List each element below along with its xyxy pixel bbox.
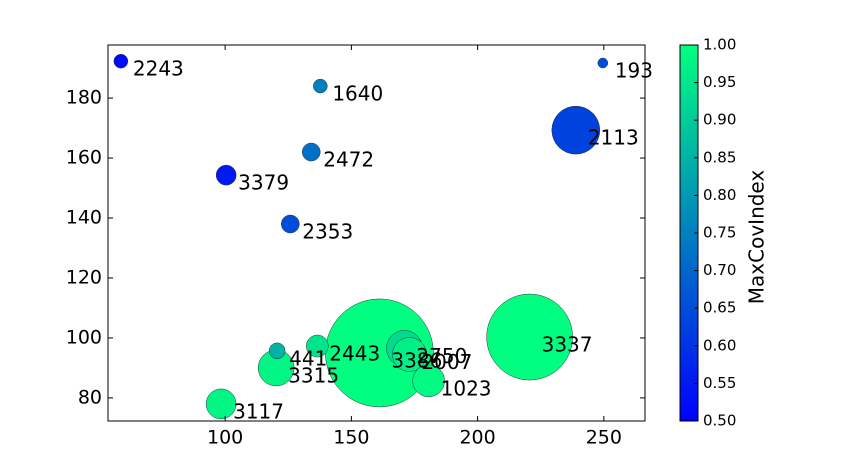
bubble (113, 53, 129, 69)
colorbar-tick-label: 0.70 (703, 261, 736, 279)
x-tick-label: 250 (586, 427, 622, 449)
y-tick-label: 140 (66, 207, 102, 229)
bubble (281, 214, 300, 234)
point-label: 2007 (421, 350, 472, 374)
point-label: 3379 (238, 171, 289, 195)
colorbar-label: MaxCovIndex (745, 170, 769, 305)
colorbar-tick-label: 0.50 (703, 412, 736, 430)
bubble (597, 57, 609, 69)
y-tick-label: 160 (66, 147, 102, 169)
bubble (215, 164, 237, 186)
colorbar-tick-label: 0.75 (703, 224, 736, 242)
point-label: 1640 (332, 82, 383, 106)
bubble (412, 364, 445, 398)
point-label: 441 (289, 346, 327, 370)
point-label: 2750 (416, 344, 467, 368)
point-label: 2443 (329, 342, 380, 366)
colorbar-tick-label: 0.80 (703, 186, 736, 204)
plot-frame (107, 44, 646, 422)
point-label: 1023 (441, 376, 492, 400)
point-label: 193 (615, 58, 653, 82)
point-label: 3337 (542, 333, 593, 357)
colorbar-tick-label: 0.60 (703, 336, 736, 354)
bubble (268, 342, 286, 360)
point-label: 3117 (233, 399, 284, 423)
point-label: 2113 (588, 126, 639, 150)
colorbar-tick-label: 0.85 (703, 148, 736, 166)
x-tick-label: 100 (207, 427, 243, 449)
colorbar-tick-label: 0.55 (703, 374, 736, 392)
bubble (205, 388, 237, 420)
point-label: 3315 (288, 363, 339, 387)
colorbar-tick-label: 0.95 (703, 73, 736, 91)
bubble (301, 142, 321, 162)
colorbar-tick-label: 1.00 (703, 36, 736, 54)
x-tick-label: 150 (333, 427, 369, 449)
bubble (551, 105, 601, 155)
bubble (306, 334, 329, 358)
y-tick-label: 120 (66, 266, 102, 288)
x-tick-label: 200 (459, 427, 495, 449)
colorbar-tick-label: 0.65 (703, 299, 736, 317)
bubble (486, 293, 573, 381)
y-tick-label: 100 (66, 326, 102, 348)
y-tick-label: 180 (66, 87, 102, 109)
point-label: 3386 (391, 348, 442, 372)
bubble (313, 78, 328, 94)
y-tick-label: 80 (78, 386, 102, 408)
bubble (392, 337, 427, 372)
point-label: 2472 (323, 148, 374, 172)
point-label: 2243 (133, 57, 184, 81)
point-label: 2353 (302, 220, 353, 244)
colorbar-tick-label: 0.90 (703, 111, 736, 129)
